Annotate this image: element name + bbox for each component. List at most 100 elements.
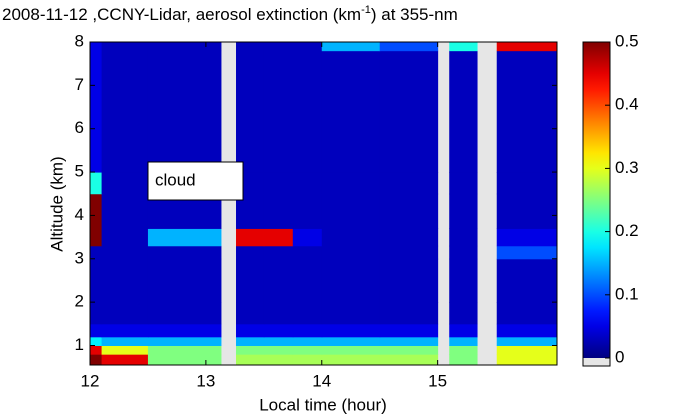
heatmap-cell [496,50,558,173]
heatmap-cell [90,345,103,355]
x-tick-label: 13 [196,371,215,390]
heatmap-cell [321,258,381,303]
heatmap-cell [379,172,439,195]
x-tick-label: 14 [312,371,331,390]
heatmap-cell [147,245,222,260]
heatmap-cell [90,193,103,229]
heatmap-cell [292,50,323,173]
heatmap-cell [236,302,265,325]
heatmap-cell [147,42,222,52]
heatmap-cell [379,336,439,346]
y-tick-label: 7 [75,75,84,94]
heatmap-cell [449,323,478,338]
heatmap-cell [292,193,323,229]
heatmap-cell [292,323,323,338]
heatmap-cell [449,228,478,247]
heatmap-cell [496,345,558,355]
heatmap-cell [236,258,265,303]
heatmap-cell [263,193,294,229]
heatmap-cell [90,258,103,303]
heatmap-cell [101,245,149,260]
title-main: 2008-11-12 ,CCNY-Lidar, aerosol extincti… [2,5,361,24]
heatmap-cell [496,172,558,195]
heatmap-cell [90,354,103,366]
heatmap-cell [321,42,381,52]
heatmap-cell [321,336,381,346]
heatmap-cell [147,258,222,303]
heatmap-cell [101,228,149,247]
x-tick-label: 15 [428,371,447,390]
heatmap-cell [101,172,149,195]
heatmap-cell [496,323,558,338]
heatmap-cell [449,345,478,355]
heatmap-cell [147,302,222,325]
heatmap-cell [236,336,265,346]
heatmap-cell [90,323,103,338]
heatmap-cell [379,302,439,325]
colorbar-missing [583,358,610,366]
heatmap-cell [292,336,323,346]
y-tick-label: 3 [75,248,84,267]
heatmap-cell [379,258,439,303]
heatmap-cell [321,302,381,325]
heatmap-cell [379,193,439,229]
heatmap-cell [379,228,439,247]
heatmap-cell [321,228,381,247]
heatmap-cell [292,345,323,355]
heatmap-cell [449,193,478,229]
heatmap-cell [321,50,381,173]
heatmap-cell [101,258,149,303]
heatmap-cell [101,336,149,346]
heatmap-cell [90,172,103,195]
heatmap-cell [101,323,149,338]
heatmap-cell [321,354,381,366]
heatmap-cell [292,228,323,247]
heatmap-cell [101,302,149,325]
colorbar-tick-label: 0 [615,347,624,366]
heatmap-cell [263,302,294,325]
x-axis-label: Local time (hour) [259,395,387,414]
heatmap-cell [449,50,478,173]
heatmap-cell [263,336,294,346]
heatmap-cell [321,323,381,338]
heatmap-cell [496,336,558,346]
heatmap-cell [496,302,558,325]
annotation-box [147,161,244,201]
heatmap-cell [263,228,294,247]
heatmap-cell [263,354,294,366]
heatmap-cell [496,42,558,52]
heatmap-cell [263,172,294,195]
heatmap-cell [449,42,478,52]
heatmap-cell [292,245,323,260]
heatmap-cell [449,172,478,195]
y-tick-label: 6 [75,118,84,137]
heatmap-cell [101,345,149,355]
heatmap-cell [449,245,478,260]
plot-frame [89,41,558,366]
colorbar-frame [582,41,611,367]
heatmap-cell [147,323,222,338]
heatmap-cell [321,345,381,355]
heatmap-cell [449,336,478,346]
heatmap-cell [236,42,265,52]
heatmap-cell [496,354,558,366]
y-axis-label: Altitude (km) [47,156,66,251]
heatmap-cell [321,193,381,229]
heatmap-cell [292,172,323,195]
heatmap-cell [263,245,294,260]
heatmap-cell [449,354,478,366]
heatmap-cell [321,245,381,260]
heatmap-cell [236,245,265,260]
heatmap-cell [292,354,323,366]
annotation: cloud [155,170,196,189]
heatmap-cell [147,354,222,366]
heatmap-cell [236,323,265,338]
x-tick-label: 12 [81,371,100,390]
heatmap-cells [90,42,558,366]
heatmap-cell [101,354,149,366]
heatmap-cell [90,50,103,173]
colorbar-tick-label: 0.5 [615,31,639,50]
y-tick-label: 5 [75,162,84,181]
heatmap-cell [236,228,265,247]
